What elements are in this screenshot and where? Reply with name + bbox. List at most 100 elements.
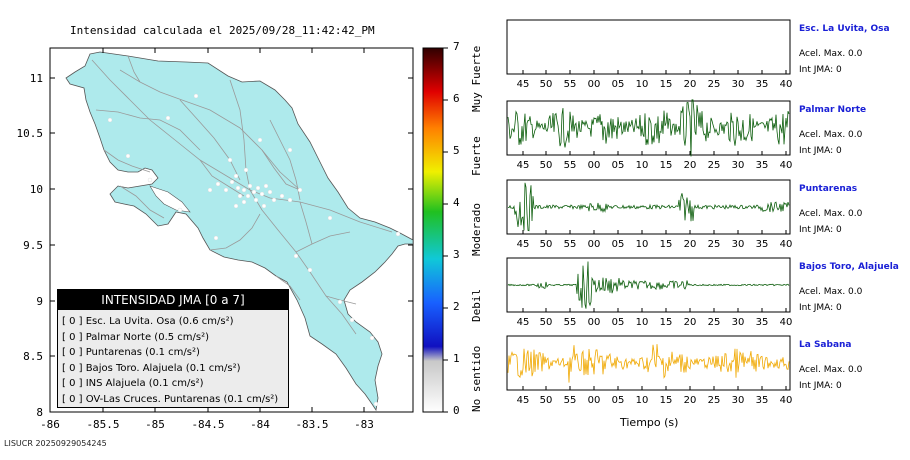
time-tick-label: 40	[780, 160, 793, 171]
lon-tick-label: -84	[250, 418, 270, 431]
lat-tick-label: 10	[30, 183, 43, 196]
legend-station-item: [ 0 ] OV-Las Cruces. Puntarenas (0.1 cm/…	[62, 393, 279, 405]
time-axis-label: Tiempo (s)	[620, 416, 679, 429]
station-max-accel: Acel. Max. 0.0	[799, 130, 863, 140]
longitude-ticks: -86 -85.5 -85 -84.5 -84 -83.5 -83	[40, 48, 374, 431]
station-jma-intensity: Int JMA: 0	[799, 65, 842, 75]
time-tick-label: 50	[540, 317, 553, 328]
lat-tick-label: 11	[30, 72, 43, 85]
seismogram-panel: 45 50 55 00 05 10 15 20 25 30 35 40	[506, 19, 793, 90]
time-tick-label: 35	[756, 79, 769, 90]
lat-tick-label: 9	[36, 295, 43, 308]
scale-value-label: 3	[453, 248, 460, 261]
time-tick-label: 45	[517, 160, 530, 171]
legend-station-item: [ 0 ] Bajos Toro. Alajuela (0.1 cm/s²)	[62, 362, 241, 374]
lat-tick-label: 8	[36, 406, 43, 419]
station-jma-intensity: Int JMA: 0	[799, 303, 842, 313]
time-tick-label: 15	[660, 160, 673, 171]
time-tick-label: 00	[588, 395, 601, 406]
station-max-accel: Acel. Max. 0.0	[799, 209, 863, 219]
seismogram-trace	[507, 261, 790, 309]
station-name: Palmar Norte	[799, 105, 867, 115]
time-tick-label: 55	[564, 395, 577, 406]
time-tick-label: 25	[708, 79, 721, 90]
station-jma-intensity: Int JMA: 0	[799, 225, 842, 235]
station-name: Puntarenas	[799, 184, 858, 194]
time-tick-label: 30	[732, 239, 745, 250]
time-tick-label: 20	[684, 79, 697, 90]
scale-value-label: 1	[453, 352, 460, 365]
time-tick-label: 35	[756, 239, 769, 250]
legend-station-item: [ 0 ] Puntarenas (0.1 cm/s²)	[62, 347, 200, 358]
time-tick-label: 55	[564, 317, 577, 328]
station-jma-intensity: Int JMA: 0	[799, 146, 842, 156]
time-tick-label: 00	[588, 317, 601, 328]
time-tick-label: 50	[540, 395, 553, 406]
station-max-accel: Acel. Max. 0.0	[799, 287, 863, 297]
costa-rica-landmass	[65, 51, 413, 412]
time-tick-label: 50	[540, 79, 553, 90]
time-tick-label: 10	[636, 395, 649, 406]
time-tick-label: 30	[732, 395, 745, 406]
legend-title: INTENSIDAD JMA [0 a 7]	[58, 290, 288, 310]
legend-station-item: [ 0 ] Palmar Norte (0.5 cm/s²)	[62, 331, 210, 343]
lon-tick-label: -85	[145, 418, 165, 431]
time-tick-label: 00	[588, 79, 601, 90]
lon-tick-label: -83.5	[295, 418, 328, 431]
time-tick-label: 10	[636, 79, 649, 90]
map-title: Intensidad calculada el 2025/09/28_11:42…	[70, 24, 375, 37]
time-tick-label: 20	[684, 160, 697, 171]
time-tick-label: 25	[708, 160, 721, 171]
seismogram-frame	[506, 335, 791, 391]
time-tick-label: 45	[517, 239, 530, 250]
lat-tick-label: 8.5	[23, 350, 43, 363]
time-tick-label: 10	[636, 317, 649, 328]
lon-tick-label: -83	[354, 418, 374, 431]
color-scale-ticks	[443, 47, 448, 413]
time-tick-label: 35	[756, 317, 769, 328]
time-tick-label: 20	[684, 239, 697, 250]
lon-tick-label: -86	[40, 418, 60, 431]
legend-station-item: [ 0 ] Esc. La Uvita. Osa (0.6 cm/s²)	[62, 316, 234, 327]
time-tick-label: 15	[660, 317, 673, 328]
scale-value-label: 7	[453, 40, 460, 53]
scale-value-label: 5	[453, 144, 460, 157]
time-tick-label: 30	[732, 160, 745, 171]
time-tick-label: 55	[564, 239, 577, 250]
time-tick-label: 55	[564, 79, 577, 90]
time-tick-label: 40	[780, 79, 793, 90]
time-tick-label: 45	[517, 317, 530, 328]
time-tick-label: 45	[517, 79, 530, 90]
time-tick-label: 40	[780, 395, 793, 406]
time-tick-label: 40	[780, 239, 793, 250]
station-max-accel: Acel. Max. 0.0	[799, 365, 863, 375]
time-tick-label: 40	[780, 317, 793, 328]
time-tick-label: 50	[540, 160, 553, 171]
intensity-legend: INTENSIDAD JMA [0 a 7] [ 0 ] Esc. La Uvi…	[57, 289, 289, 408]
time-tick-label: 10	[636, 160, 649, 171]
scale-value-label: 0	[453, 404, 460, 417]
time-tick-label: 30	[732, 79, 745, 90]
seismogram-trace	[507, 344, 790, 383]
time-tick-label: 00	[588, 160, 601, 171]
scale-value-label: 4	[453, 196, 460, 209]
lat-tick-label: 10.5	[17, 127, 44, 140]
time-tick-label: 15	[660, 79, 673, 90]
time-tick-label: 05	[612, 160, 625, 171]
lon-tick-label: -85.5	[86, 418, 119, 431]
time-tick-label: 05	[612, 395, 625, 406]
time-tick-label: 05	[612, 317, 625, 328]
time-tick-label: 15	[660, 395, 673, 406]
seismogram-panel: 45 50 55 00 05 10 15 20 25 30 35 40	[506, 179, 793, 250]
time-tick-label: 45	[517, 395, 530, 406]
seismogram-trace	[507, 99, 790, 157]
time-tick-label: 55	[564, 160, 577, 171]
seismogram-panel: 45 50 55 00 05 10 15 20 25 30 35 40	[506, 257, 793, 328]
time-tick-label: 05	[612, 79, 625, 90]
time-tick-label: 20	[684, 317, 697, 328]
time-tick-label: 00	[588, 239, 601, 250]
seismogram-trace	[507, 182, 790, 232]
legend-station-list: [ 0 ] Esc. La Uvita. Osa (0.6 cm/s²) [ 0 …	[62, 314, 278, 407]
time-tick-label: 35	[756, 395, 769, 406]
